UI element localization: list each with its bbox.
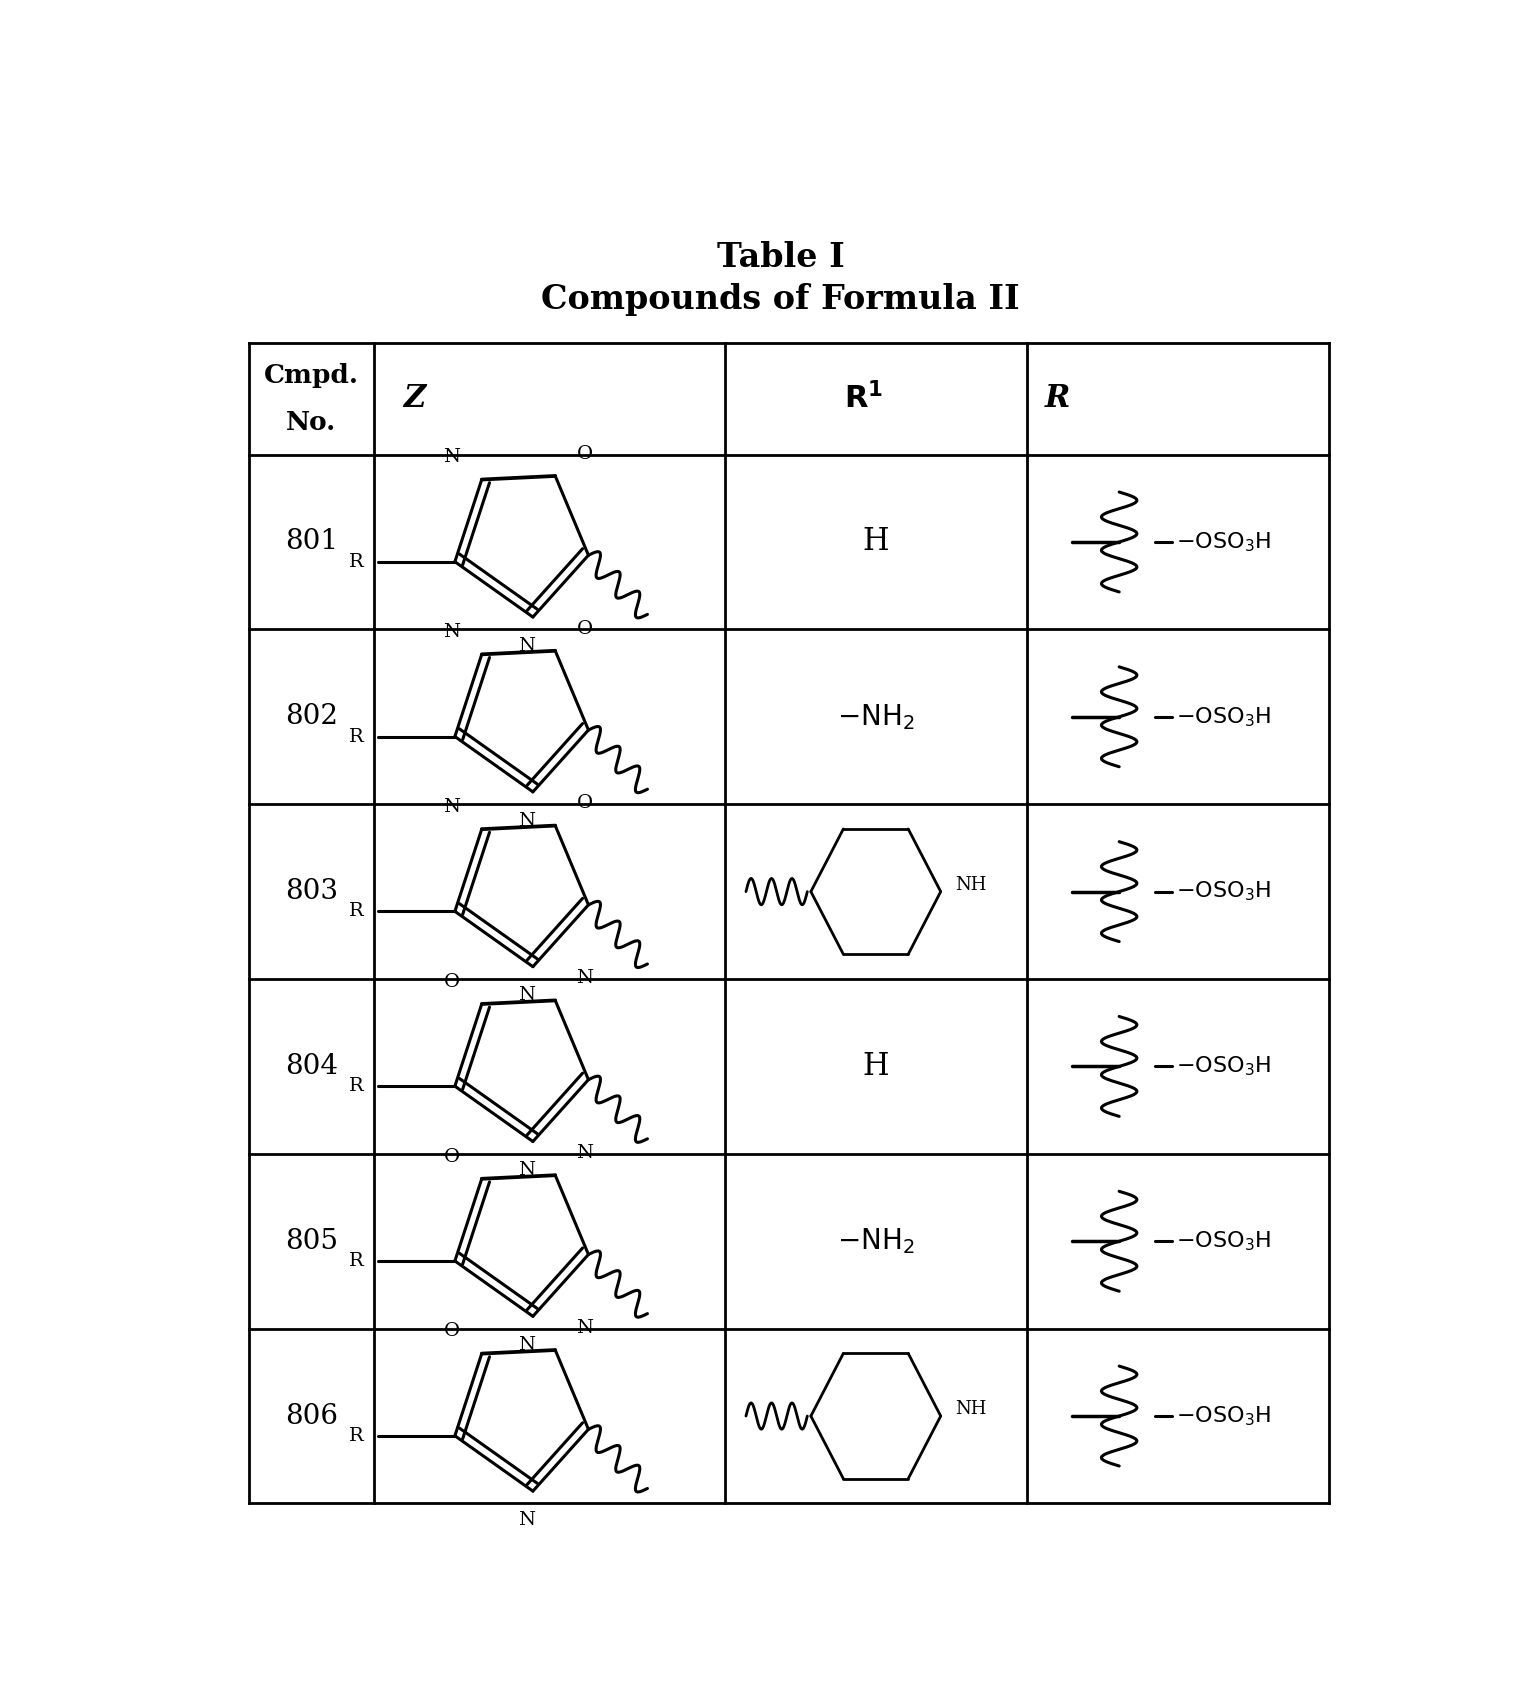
Text: NH: NH xyxy=(955,876,987,894)
Text: $-\mathrm{OSO_3H}$: $-\mathrm{OSO_3H}$ xyxy=(1176,879,1270,903)
Text: N: N xyxy=(518,987,536,1004)
Text: $-\mathrm{OSO_3H}$: $-\mathrm{OSO_3H}$ xyxy=(1176,1405,1270,1427)
Text: N: N xyxy=(577,970,594,987)
Text: R: R xyxy=(349,1427,364,1444)
Text: $\mathbf{R^1}$: $\mathbf{R^1}$ xyxy=(844,382,883,415)
Text: R: R xyxy=(349,727,364,746)
Text: 804: 804 xyxy=(285,1053,338,1081)
Text: 801: 801 xyxy=(285,529,338,555)
Text: $-\mathrm{NH_2}$: $-\mathrm{NH_2}$ xyxy=(838,702,914,732)
Text: O: O xyxy=(577,620,592,638)
Text: Compounds of Formula II: Compounds of Formula II xyxy=(541,283,1020,316)
Text: O: O xyxy=(445,973,460,990)
Text: H: H xyxy=(862,1052,889,1082)
Text: N: N xyxy=(577,1144,594,1162)
Text: N: N xyxy=(443,797,460,816)
Text: $-\mathrm{OSO_3H}$: $-\mathrm{OSO_3H}$ xyxy=(1176,1229,1270,1253)
Text: R: R xyxy=(349,1251,364,1270)
Text: N: N xyxy=(443,449,460,466)
Text: O: O xyxy=(445,1147,460,1166)
Text: $-\mathrm{NH_2}$: $-\mathrm{NH_2}$ xyxy=(838,1226,914,1256)
Text: 802: 802 xyxy=(285,703,338,731)
Text: No.: No. xyxy=(286,410,337,435)
Text: 803: 803 xyxy=(285,877,338,905)
Text: N: N xyxy=(518,1337,536,1354)
Text: R: R xyxy=(349,553,364,570)
Text: O: O xyxy=(445,1323,460,1340)
Text: O: O xyxy=(577,446,592,463)
Text: N: N xyxy=(518,811,536,830)
Text: N: N xyxy=(577,1320,594,1337)
Text: $-\mathrm{OSO_3H}$: $-\mathrm{OSO_3H}$ xyxy=(1176,531,1270,553)
Text: Table I: Table I xyxy=(717,241,844,273)
Text: NH: NH xyxy=(955,1400,987,1419)
Text: R: R xyxy=(349,1077,364,1096)
Text: N: N xyxy=(518,1511,536,1529)
Text: N: N xyxy=(518,637,536,655)
Text: R: R xyxy=(349,903,364,920)
Text: R: R xyxy=(1045,382,1071,415)
Text: 806: 806 xyxy=(285,1403,338,1429)
Text: 805: 805 xyxy=(285,1227,338,1255)
Text: H: H xyxy=(862,526,889,558)
Text: Cmpd.: Cmpd. xyxy=(263,362,359,387)
Text: N: N xyxy=(518,1161,536,1180)
Text: N: N xyxy=(443,623,460,642)
Text: $-\mathrm{OSO_3H}$: $-\mathrm{OSO_3H}$ xyxy=(1176,1055,1270,1079)
Text: $-\mathrm{OSO_3H}$: $-\mathrm{OSO_3H}$ xyxy=(1176,705,1270,729)
Text: O: O xyxy=(577,794,592,813)
Text: Z: Z xyxy=(404,382,425,415)
